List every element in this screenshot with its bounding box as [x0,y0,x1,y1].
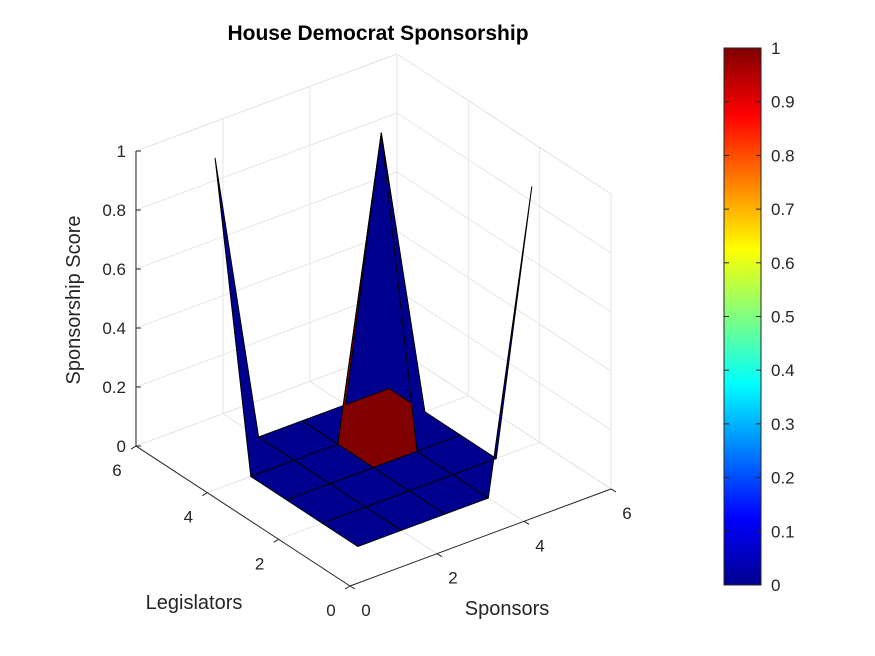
z-tick-label: 1 [117,142,126,161]
grid-line [135,112,398,211]
grid-line [396,112,612,254]
surface-facet [452,186,533,499]
x-tick-label: 0 [361,601,370,620]
grid-line [135,230,398,329]
colorbar-gradient [723,47,762,586]
colorbar-tick-label: 0.6 [771,254,795,273]
y-axis-label: Legislators [146,592,243,614]
y-axis-line [135,445,351,587]
grid-line [396,348,612,490]
colorbar: 0 0.1 0.2 0.3 0.4 0.5 0.6 0.7 0.8 0.9 1 [723,39,795,595]
x-tick-mark [610,488,617,493]
y-tick-label: 4 [184,508,193,527]
x-axis-label: Sponsors [465,598,550,620]
axes: 0 2 4 6 0 2 4 6 0 0.2 0.4 0.6 0.8 1 [102,142,631,620]
x-tick-label: 6 [622,504,631,523]
y-tick-label: 0 [326,601,335,620]
colorbar-tick-label: 0.8 [771,146,795,165]
grid-line [396,230,612,372]
grid-line [396,289,612,431]
y-tick-mark [344,585,351,590]
y-tick-mark [273,538,279,543]
colorbar-tick-label: 0.9 [771,93,795,112]
y-tick-label: 2 [255,554,264,573]
colorbar-tick-label: 0.3 [771,415,795,434]
y-tick-label: 6 [112,461,121,480]
z-tick-label: 0.8 [102,201,126,220]
colorbar-tick-label: 1 [771,39,780,58]
z-tick-label: 0.2 [102,378,126,397]
x-tick-mark [523,520,530,525]
grid-line [135,171,398,270]
x-axis-line [349,488,612,587]
y-tick-mark [130,445,137,450]
colorbar-tick-label: 0.4 [771,361,795,380]
grid-line [135,53,398,152]
x-tick-label: 4 [535,536,544,555]
colorbar-tick-label: 0 [771,576,780,595]
chart-title: House Democrat Sponsorship [227,22,528,45]
surface-plot [214,132,533,547]
z-tick-label: 0 [117,437,126,456]
colorbar-tick-label: 0.7 [771,200,795,219]
colorbar-ticks: 0 0.1 0.2 0.3 0.4 0.5 0.6 0.7 0.8 0.9 1 [724,39,795,595]
x-tick-mark [349,585,356,590]
colorbar-tick-label: 0.5 [771,308,795,327]
x-tick-mark [436,553,443,558]
colorbar-tick-label: 0.2 [771,469,795,488]
y-tick-mark [202,492,208,497]
grid-line [396,171,612,313]
colorbar-tick-label: 0.1 [771,522,795,541]
grid-line [135,289,398,388]
grid-line [396,53,612,195]
z-axis-label: Sponsorship Score [63,216,85,385]
x-tick-label: 2 [448,569,457,588]
z-tick-label: 0.4 [102,319,126,338]
z-tick-label: 0.6 [102,260,126,279]
